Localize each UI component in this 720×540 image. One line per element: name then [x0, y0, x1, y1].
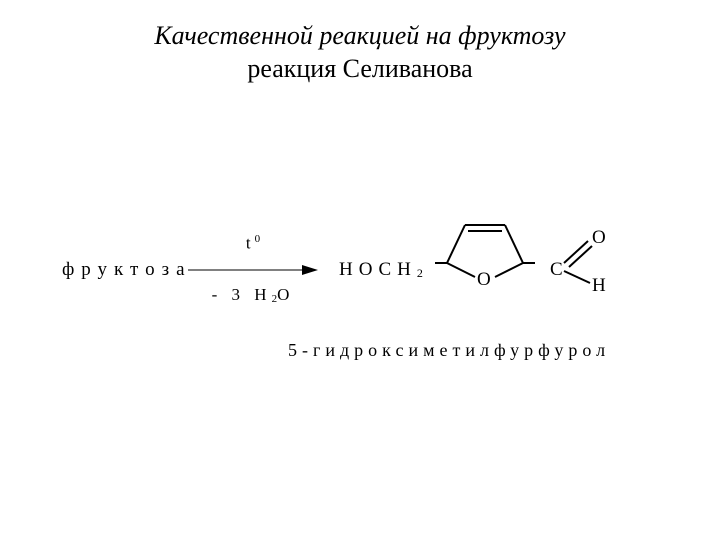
product-name: 5-гидроксиметилфурфурол: [288, 340, 610, 361]
title-line-1: Качественной реакцией на фруктозу: [0, 20, 720, 53]
furan-ring: O: [435, 215, 535, 295]
ring-atom-O: O: [477, 269, 491, 291]
cho-atom-H: H: [592, 275, 606, 297]
slide: Качественной реакцией на фруктозу реакци…: [0, 0, 720, 540]
arrow-icon: [188, 263, 318, 277]
subst-sub: 2: [417, 266, 423, 280]
cho-atom-C: C: [550, 259, 563, 281]
cho-atom-O: O: [592, 227, 606, 249]
arrow-condition-below: - 3 H2O: [188, 285, 318, 305]
reactant-label: фруктоза: [62, 259, 192, 281]
arrow-below-suffix: O: [277, 285, 294, 304]
arrow-above-t: t: [246, 234, 255, 253]
aldehyde-group: C O H: [542, 223, 622, 303]
arrow-below-prefix: - 3 H: [212, 285, 272, 304]
arrow-above-sup: 0: [255, 233, 261, 245]
subst-prefix: HOCH: [339, 259, 417, 280]
arrow-condition-above: t0: [188, 233, 318, 254]
product-substituent: HOCH2: [339, 259, 423, 281]
title-block: Качественной реакцией на фруктозу реакци…: [0, 20, 720, 85]
reaction-arrow-group: t0 - 3 H2O: [188, 233, 318, 303]
title-line-2: реакция Селиванова: [0, 53, 720, 86]
